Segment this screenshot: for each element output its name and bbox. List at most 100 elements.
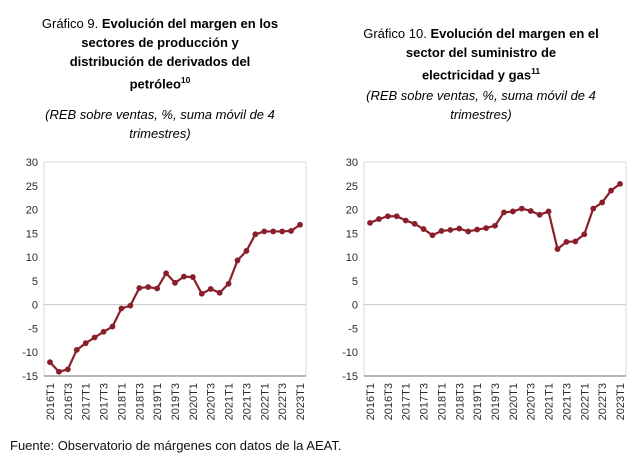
data-point xyxy=(402,217,409,224)
data-point xyxy=(465,228,472,235)
electricidad-gas-margin-line-chart: 30 25 20 15 10 5 0 -5 -10 -15 2016T1 2016T3 2017T1 20… xyxy=(342,157,627,420)
grafico9-title-text-3: distribución de derivados del xyxy=(69,54,251,69)
petroleo-margin-line-chart: 30 25 20 15 10 5 0 -5 -10 -15 2016T1 2016T3 2017T1 20… xyxy=(22,157,307,420)
x-tick-label: 2021T1 xyxy=(544,383,556,420)
data-point xyxy=(225,280,232,287)
data-point xyxy=(554,246,561,252)
x-tick-label: 2022T1 xyxy=(259,383,271,420)
data-point xyxy=(518,205,525,212)
x-tick-label: 2019T1 xyxy=(472,383,484,420)
x-tick-label: 2017T3 xyxy=(419,383,431,420)
x-tick-label: 2016T1 xyxy=(365,383,377,420)
x-tick-label: 2019T1 xyxy=(152,383,164,420)
grafico9-title-block: Gráfico 9. Evolución del margen en los s… xyxy=(10,14,310,143)
data-point xyxy=(288,228,294,234)
grafico10-title-line-3: electricidad y gas11 xyxy=(330,62,632,84)
y-tick-label: 30 xyxy=(346,157,358,169)
data-series-line xyxy=(369,182,621,251)
data-point xyxy=(617,180,623,187)
data-point xyxy=(501,209,507,216)
data-point xyxy=(572,238,579,245)
x-tick-label: 2021T1 xyxy=(224,383,236,420)
y-tick-label: 10 xyxy=(26,252,38,264)
data-point xyxy=(145,284,152,290)
grafico10-title-line-1: Gráfico 10. Evolución del margen en el xyxy=(330,24,632,43)
data-point xyxy=(154,285,161,292)
grafico10-title-text-3: electricidad y gas xyxy=(421,67,532,83)
data-point xyxy=(279,228,286,235)
data-point xyxy=(73,346,80,353)
data-point xyxy=(411,220,418,227)
grafico9-footnote-ref: 10 xyxy=(180,75,191,85)
grafico9-title-prefix: Gráfico 9. xyxy=(41,16,102,31)
data-point xyxy=(261,228,268,235)
x-tick-label: 2018T3 xyxy=(134,383,146,420)
y-tick-label: -10 xyxy=(342,347,358,359)
data-point xyxy=(393,213,400,220)
data-point xyxy=(163,270,169,277)
x-tick-label: 2020T3 xyxy=(206,383,218,420)
data-point xyxy=(109,323,116,330)
data-point xyxy=(181,273,187,280)
y-tick-label: 15 xyxy=(346,228,358,240)
x-tick-label: 2021T3 xyxy=(561,383,573,420)
grafico10-title-text-1: Evolución del margen en el xyxy=(430,26,599,41)
data-point xyxy=(64,366,71,373)
y-tick-label: 10 xyxy=(346,252,358,264)
y-tick-label: 20 xyxy=(26,205,38,217)
x-tick-label: 2022T1 xyxy=(579,383,591,420)
y-tick-label: -5 xyxy=(28,323,38,335)
x-tick-label: 2016T1 xyxy=(45,383,57,420)
y-tick-label: 0 xyxy=(32,300,38,312)
y-tick-label: 25 xyxy=(346,181,358,193)
x-tick-label: 2020T3 xyxy=(526,383,538,420)
grafico9-title-line-1: Gráfico 9. Evolución del margen en los xyxy=(10,14,310,33)
x-tick-label: 2016T3 xyxy=(63,383,75,420)
data-point xyxy=(420,226,427,232)
data-point xyxy=(474,226,481,233)
x-tick-label: 2022T3 xyxy=(597,383,609,420)
y-tick-label: -15 xyxy=(22,371,38,383)
data-point xyxy=(136,285,143,291)
data-point xyxy=(376,216,382,222)
plot-border xyxy=(363,161,627,377)
x-tick-label: 2016T3 xyxy=(383,383,395,420)
x-tick-label: 2017T3 xyxy=(99,383,111,420)
data-point xyxy=(216,289,223,296)
x-tick-label: 2021T3 xyxy=(241,383,253,420)
y-tick-label: 0 xyxy=(352,300,358,312)
x-tick-label: 2019T3 xyxy=(490,383,502,420)
y-tick-label: 5 xyxy=(32,276,38,288)
grafico9-title-text-2: sectores de producción y xyxy=(81,35,239,50)
x-tick-label: 2017T1 xyxy=(401,383,413,420)
data-point xyxy=(384,213,391,220)
x-tick-label: 2018T1 xyxy=(436,383,448,420)
grafico10-title-block: Gráfico 10. Evolución del margen en el s… xyxy=(330,24,632,124)
grafico10-title-text-2: sector del suministro de xyxy=(405,45,557,60)
data-point xyxy=(82,340,89,347)
data-point xyxy=(536,211,543,218)
data-point xyxy=(590,205,597,212)
data-point xyxy=(234,257,241,264)
grafico9-title-line-2: sectores de producción y xyxy=(10,33,310,52)
data-point xyxy=(207,286,214,292)
grafico10-title-line-2: sector del suministro de xyxy=(330,43,632,62)
x-tick-label: 2018T1 xyxy=(116,383,128,420)
data-point xyxy=(456,225,463,232)
x-tick-label: 2023T1 xyxy=(615,383,627,420)
x-tick-label: 2022T3 xyxy=(277,383,289,420)
y-tick-label: 15 xyxy=(26,228,38,240)
data-point xyxy=(189,274,196,280)
data-point xyxy=(270,228,277,235)
grafico10-footnote-ref: 11 xyxy=(531,66,541,76)
data-point xyxy=(447,227,454,233)
data-point xyxy=(297,221,303,228)
data-point xyxy=(118,305,125,312)
y-tick-label: 5 xyxy=(352,276,358,288)
y-tick-label: 20 xyxy=(346,205,358,217)
y-tick-label: -15 xyxy=(342,371,358,383)
x-tick-label: 2019T3 xyxy=(170,383,182,420)
y-tick-label: -5 xyxy=(348,323,358,335)
y-tick-label: 25 xyxy=(26,181,38,193)
data-point xyxy=(527,208,534,214)
